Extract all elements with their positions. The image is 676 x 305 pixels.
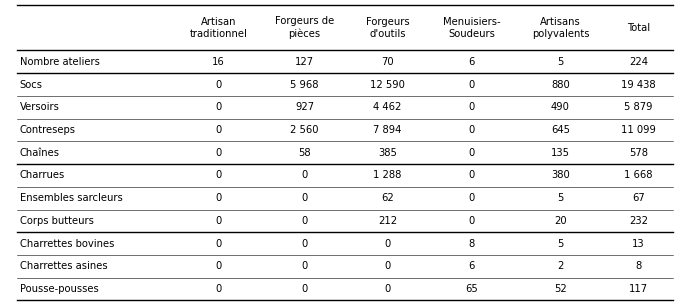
Text: 0: 0 [215,239,221,249]
Text: 70: 70 [381,57,394,67]
Text: 6: 6 [468,261,475,271]
Text: 224: 224 [629,57,648,67]
Text: 67: 67 [632,193,645,203]
Text: Artisans
polyvalents: Artisans polyvalents [531,16,589,38]
Text: 52: 52 [554,284,566,294]
Text: 5 879: 5 879 [625,102,653,112]
Text: 0: 0 [215,148,221,158]
Text: 0: 0 [468,193,475,203]
Text: 0: 0 [301,216,308,226]
Text: 0: 0 [468,80,475,90]
Text: 11 099: 11 099 [621,125,656,135]
Text: 0: 0 [215,284,221,294]
Text: Total: Total [627,23,650,33]
Text: 0: 0 [468,148,475,158]
Text: 385: 385 [378,148,397,158]
Text: 8: 8 [468,239,475,249]
Text: 2 560: 2 560 [291,125,319,135]
Text: Forgeurs de
pièces: Forgeurs de pièces [275,16,334,39]
Text: 0: 0 [215,170,221,181]
Text: 6: 6 [468,57,475,67]
Text: 5: 5 [557,193,564,203]
Text: 232: 232 [629,216,648,226]
Text: 65: 65 [465,284,478,294]
Text: Contreseps: Contreseps [20,125,76,135]
Text: 16: 16 [212,57,224,67]
Text: 117: 117 [629,284,648,294]
Text: 0: 0 [301,239,308,249]
Text: 1 668: 1 668 [625,170,653,181]
Text: 0: 0 [215,193,221,203]
Text: 135: 135 [551,148,570,158]
Text: 5 968: 5 968 [291,80,319,90]
Text: 578: 578 [629,148,648,158]
Text: 490: 490 [551,102,570,112]
Text: 12 590: 12 590 [370,80,405,90]
Text: Charrettes bovines: Charrettes bovines [20,239,114,249]
Text: 0: 0 [468,125,475,135]
Text: Chaînes: Chaînes [20,148,59,158]
Text: 212: 212 [378,216,397,226]
Text: 58: 58 [298,148,311,158]
Text: Charrettes asines: Charrettes asines [20,261,107,271]
Text: 0: 0 [215,125,221,135]
Text: Charrues: Charrues [20,170,65,181]
Text: Pousse-pousses: Pousse-pousses [20,284,98,294]
Text: 2: 2 [557,261,564,271]
Text: 0: 0 [301,193,308,203]
Text: 0: 0 [215,216,221,226]
Text: 0: 0 [215,102,221,112]
Text: Menuisiers-
Soudeurs: Menuisiers- Soudeurs [443,16,500,38]
Text: 0: 0 [385,284,391,294]
Text: 20: 20 [554,216,566,226]
Text: 927: 927 [295,102,314,112]
Text: 5: 5 [557,57,564,67]
Text: 380: 380 [551,170,570,181]
Text: 1 288: 1 288 [373,170,402,181]
Text: 0: 0 [385,239,391,249]
Text: Ensembles sarcleurs: Ensembles sarcleurs [20,193,122,203]
Text: 0: 0 [468,102,475,112]
Text: Nombre ateliers: Nombre ateliers [20,57,99,67]
Text: 127: 127 [295,57,314,67]
Text: 0: 0 [385,261,391,271]
Text: Artisan
traditionnel: Artisan traditionnel [189,16,247,38]
Text: 13: 13 [632,239,645,249]
Text: 0: 0 [215,261,221,271]
Text: 4 462: 4 462 [373,102,402,112]
Text: 8: 8 [635,261,642,271]
Text: 19 438: 19 438 [621,80,656,90]
Text: 645: 645 [551,125,570,135]
Text: Corps butteurs: Corps butteurs [20,216,93,226]
Text: 5: 5 [557,239,564,249]
Text: Versoirs: Versoirs [20,102,59,112]
Text: 0: 0 [301,284,308,294]
Text: Forgeurs
d'outils: Forgeurs d'outils [366,16,410,38]
Text: 0: 0 [468,170,475,181]
Text: 880: 880 [551,80,570,90]
Text: 0: 0 [301,170,308,181]
Text: 62: 62 [381,193,394,203]
Text: 0: 0 [301,261,308,271]
Text: 7 894: 7 894 [373,125,402,135]
Text: 0: 0 [215,80,221,90]
Text: Socs: Socs [20,80,43,90]
Text: 0: 0 [468,216,475,226]
